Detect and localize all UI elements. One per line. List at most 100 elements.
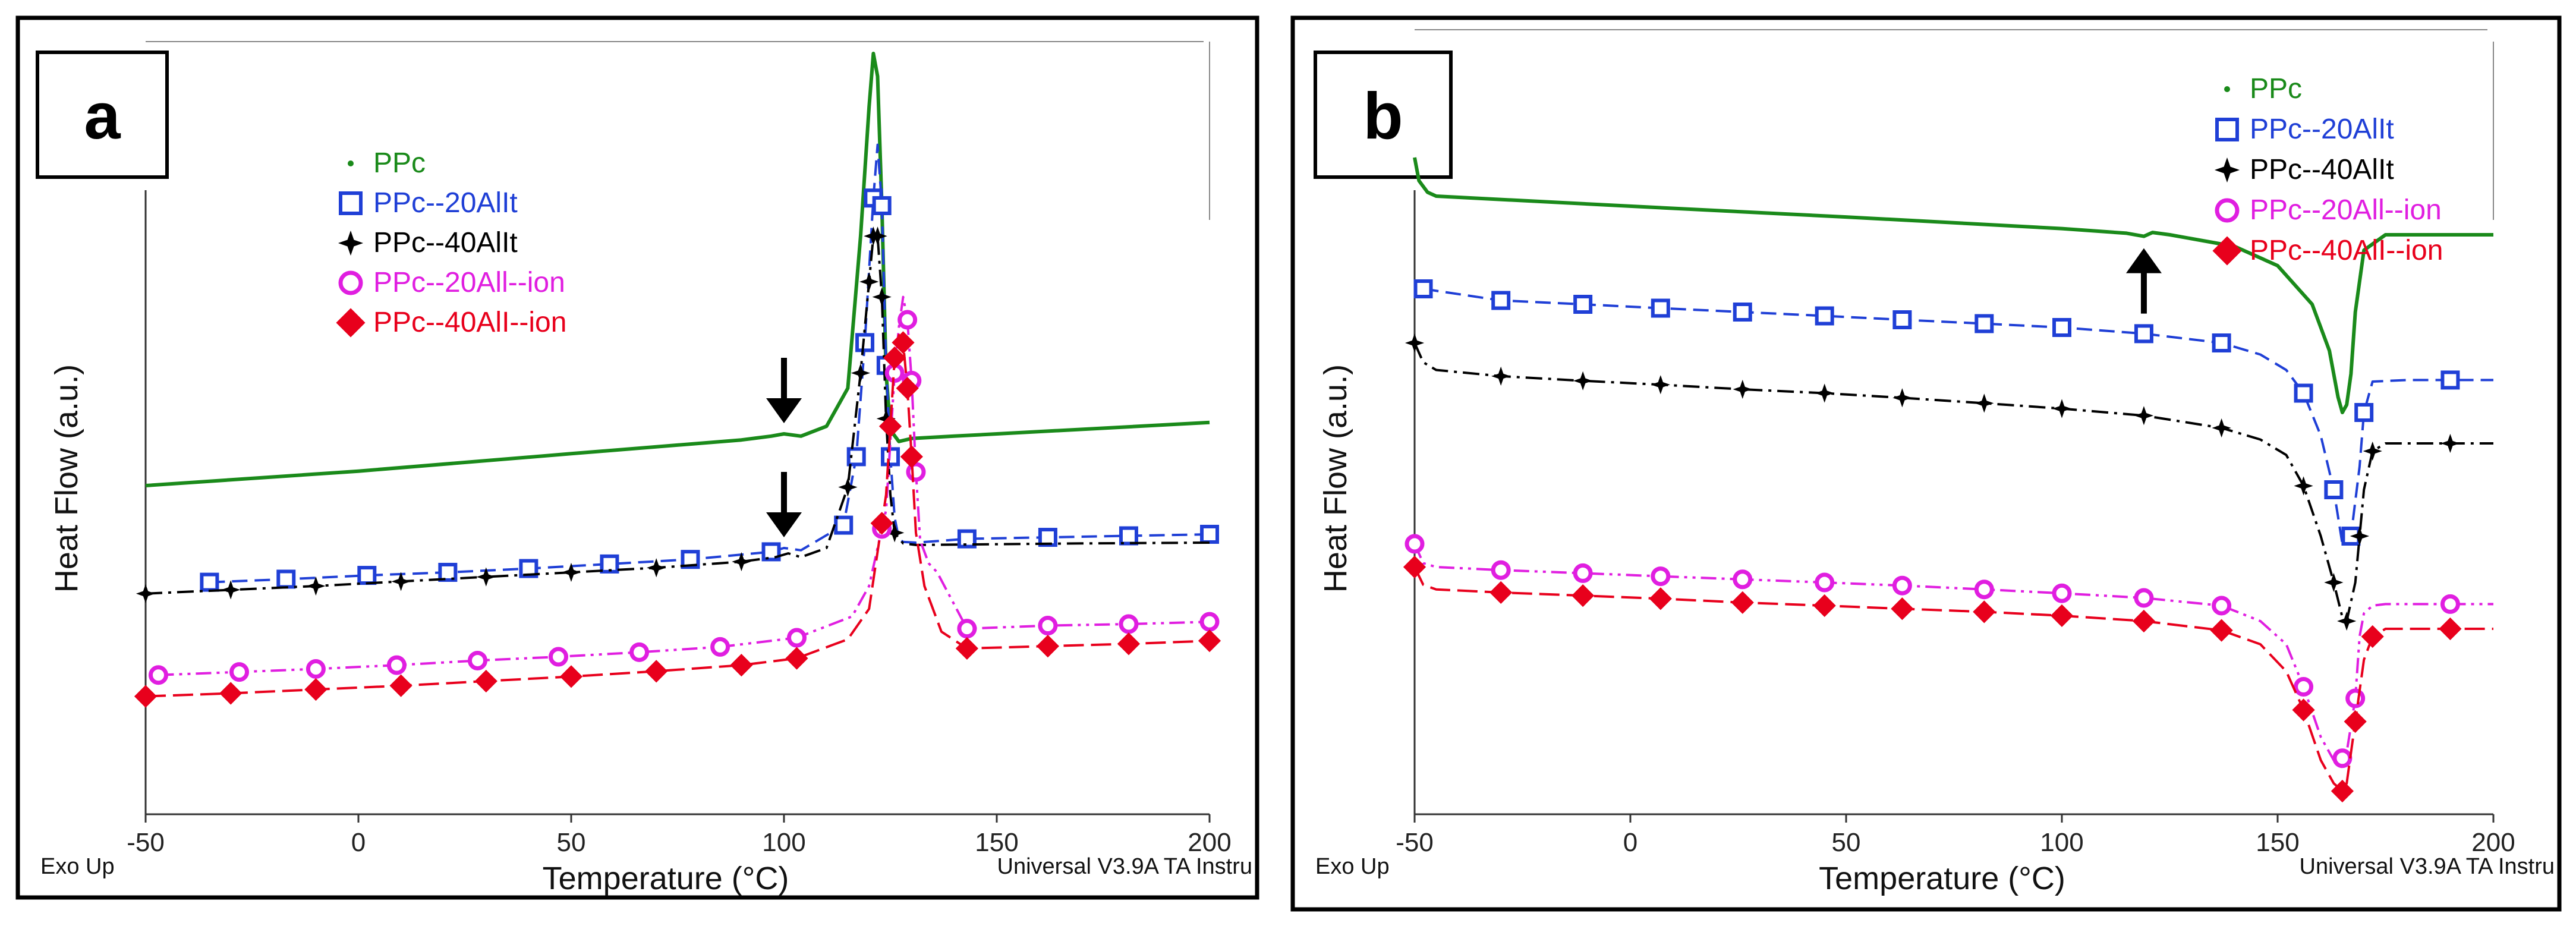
data-marker (2363, 441, 2382, 461)
legend-marker (336, 308, 366, 338)
data-marker (1973, 600, 1996, 623)
series-ppc-20alit (1413, 279, 2493, 546)
data-marker (2212, 418, 2231, 438)
data-marker (647, 558, 666, 578)
data-marker (732, 552, 751, 572)
legend: PPc PPc--20AlIt PPc--40AlIt PPc--20All--ion… (2212, 73, 2443, 266)
data-marker (2440, 594, 2460, 614)
data-marker (872, 196, 892, 215)
data-marker (221, 580, 241, 600)
data-marker (2052, 318, 2071, 337)
data-marker (761, 542, 781, 562)
series-ppc-20all-ion (1404, 534, 2493, 768)
data-marker (1733, 303, 1752, 322)
data-marker (1573, 371, 1593, 390)
data-marker (2361, 625, 2384, 648)
series-ppc (145, 52, 1210, 487)
legend-marker (2212, 236, 2242, 266)
data-marker (1573, 295, 1593, 314)
data-marker (2134, 406, 2154, 426)
data-marker (229, 662, 250, 682)
data-marker (561, 562, 581, 582)
data-marker (872, 287, 892, 307)
data-marker (2332, 748, 2353, 768)
data-marker (1733, 569, 1753, 590)
data-marker (900, 445, 923, 468)
series-ppc-40alit (1404, 333, 2493, 631)
x-tick-label: 200 (1188, 828, 1231, 857)
panel-frame (15, 15, 1259, 900)
data-marker (851, 363, 870, 383)
panel-label: a (84, 80, 121, 153)
legend-marker (339, 191, 363, 215)
data-marker (306, 659, 326, 679)
data-marker (2324, 480, 2344, 499)
x-tick-label: 0 (351, 828, 366, 857)
data-marker (2345, 688, 2366, 708)
data-marker (1413, 279, 1433, 298)
x-tick-label: 150 (975, 828, 1018, 857)
data-marker (304, 678, 327, 701)
x-tick-label: -50 (1396, 828, 1434, 857)
data-marker (786, 628, 807, 648)
panel-b: -50 0 50 100 150 200 Temperature (°C) Heat Flow… (1290, 15, 2562, 912)
data-marker (1038, 616, 1058, 636)
data-marker (2439, 617, 2462, 641)
data-marker (645, 660, 668, 683)
annotation-arrow (766, 358, 802, 423)
data-marker (2292, 698, 2315, 722)
footer-instrument: Universal V3.9A TA Instru (2300, 854, 2555, 879)
series-ppc-40ali-ion (1403, 555, 2493, 803)
data-marker (897, 310, 918, 330)
data-marker (876, 409, 896, 429)
data-marker (438, 562, 458, 582)
legend-marker (348, 160, 354, 166)
data-marker (834, 515, 854, 535)
data-marker (878, 415, 902, 438)
legend: PPc PPc--20AlIt PPc--40AlIt PPc--20All--ion… (336, 147, 566, 338)
data-marker (306, 576, 326, 596)
data-marker (2354, 403, 2374, 422)
data-marker (1117, 632, 1141, 656)
data-marker (2350, 526, 2370, 546)
data-marker (276, 569, 296, 589)
legend-label: PPc--20AlIt (2250, 114, 2394, 145)
legend-label: PPc--20All--ion (2250, 194, 2442, 226)
data-marker (2294, 677, 2314, 697)
data-marker (219, 682, 243, 705)
x-tick-label: 50 (557, 828, 586, 857)
data-marker (1404, 333, 1425, 353)
data-marker (476, 567, 496, 587)
data-marker (2440, 370, 2460, 390)
data-marker (148, 665, 168, 685)
data-marker (386, 655, 407, 675)
footer-instrument: Universal V3.9A TA Instru (997, 854, 1252, 879)
footer-exo-up: Exo Up (40, 854, 115, 879)
arrow-head (2125, 248, 2162, 273)
data-marker (2134, 588, 2154, 608)
data-marker (559, 665, 583, 688)
series-line (145, 52, 1210, 487)
data-marker (1491, 366, 1511, 386)
series-ppc-40ali-ion (134, 331, 1221, 708)
annotation-arrow (766, 472, 802, 537)
data-marker (2337, 611, 2357, 631)
data-marker (1200, 524, 1219, 544)
panel-label: b (1363, 80, 1403, 153)
data-marker (1892, 575, 1912, 596)
data-marker (1404, 534, 1425, 554)
series-ppc-40alit (136, 226, 1210, 603)
series-line (145, 333, 1210, 698)
data-marker (2052, 399, 2072, 418)
x-tick-label: 0 (1623, 828, 1637, 857)
data-marker (474, 669, 497, 693)
data-marker (2210, 619, 2233, 642)
y-axis-label: Heat Flow (a.u.) (1318, 364, 1353, 593)
legend-label: PPc (2250, 73, 2302, 105)
legend-marker (338, 270, 363, 295)
legend-label: PPc (373, 147, 426, 179)
data-marker (2344, 710, 2367, 733)
data-marker (134, 685, 158, 708)
data-marker (1198, 629, 1221, 653)
data-marker (785, 647, 808, 670)
